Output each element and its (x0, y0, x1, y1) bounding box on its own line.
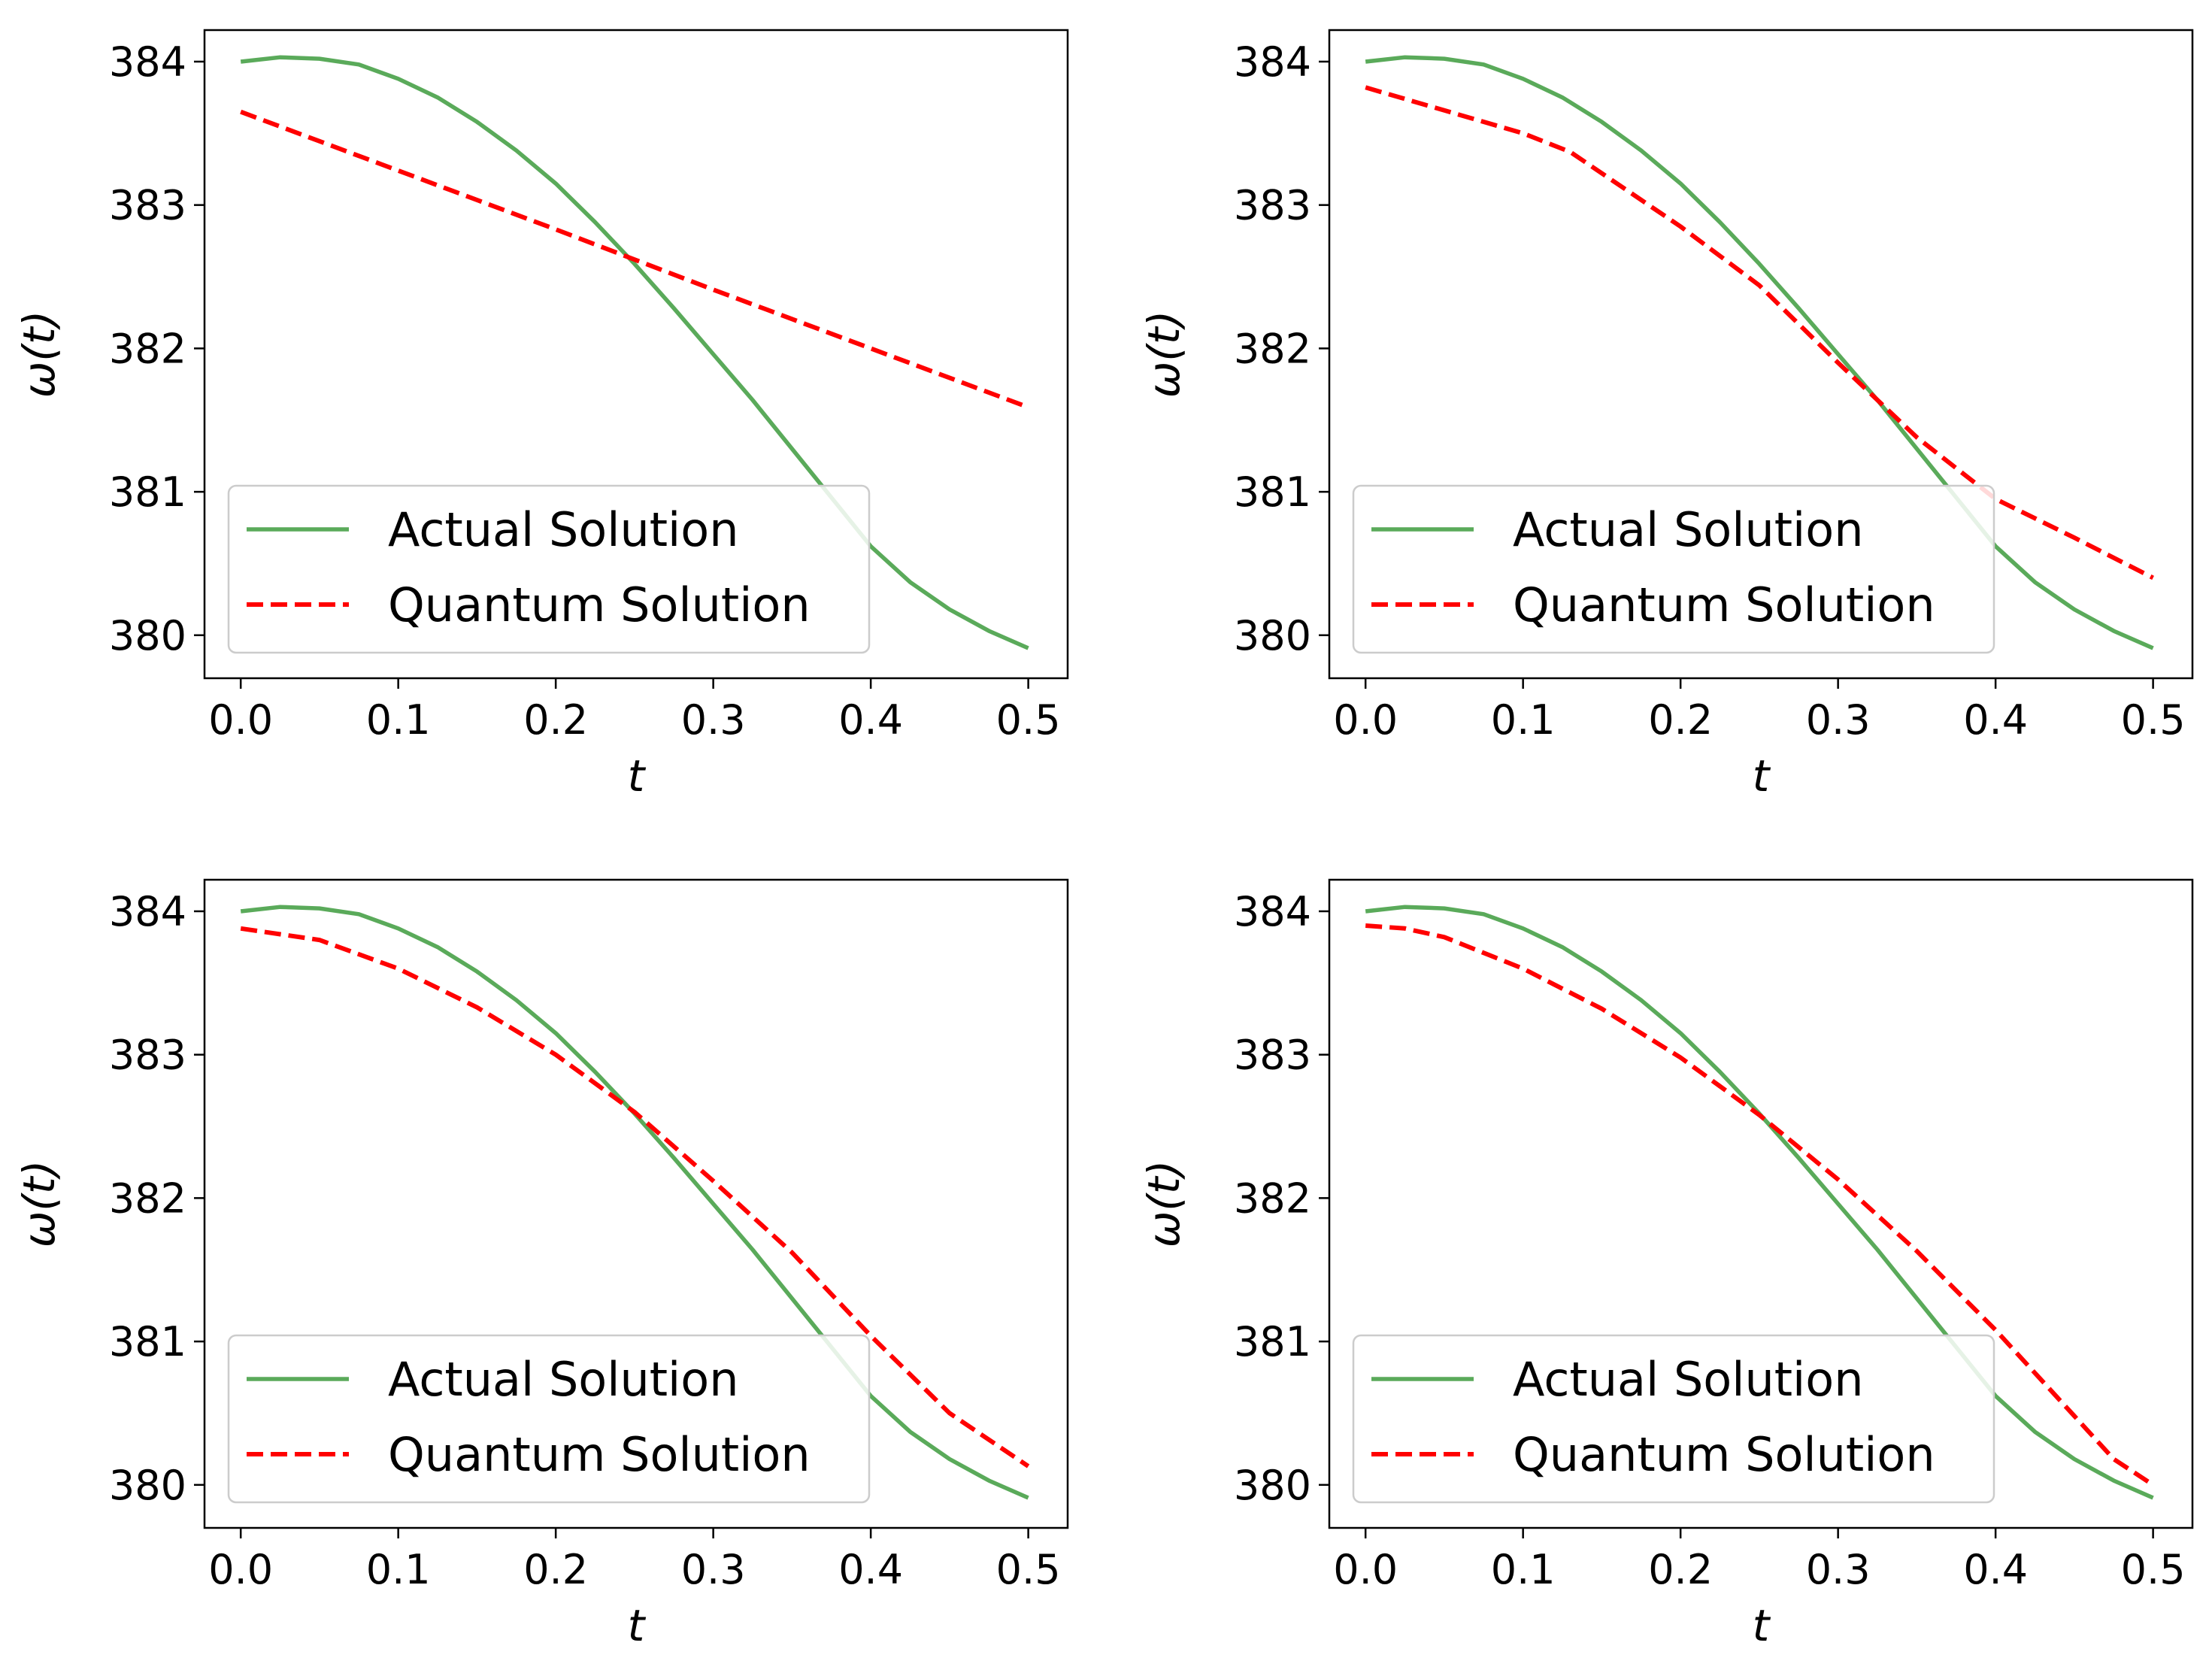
series-line-quantum (240, 109, 1029, 410)
y-tick-label: 384 (1234, 888, 1311, 935)
plot-area-frame (1328, 29, 2194, 680)
x-tick-label: 0.3 (681, 1546, 746, 1593)
series-line-quantum (240, 926, 1030, 1468)
y-tick-label: 380 (109, 612, 186, 659)
y-tick-label: 382 (1234, 1174, 1311, 1222)
x-tick-label: 0.3 (1806, 1546, 1871, 1593)
y-tick-label: 380 (109, 1462, 186, 1509)
x-tick-label: 0.1 (1491, 1546, 1556, 1593)
y-axis-label: ω(t) (1138, 1160, 1189, 1248)
series-line-actual (240, 55, 1029, 650)
legend-label-actual: Actual Solution (388, 502, 739, 557)
y-axis-label: ω(t) (14, 1160, 65, 1248)
y-axis-label: ω(t) (1138, 311, 1189, 399)
legend: Actual Solution Quantum Solution (1352, 1334, 1995, 1504)
x-tick-label: 0.1 (366, 696, 431, 744)
x-tick-label: 0.2 (1648, 696, 1713, 744)
series-line-quantum (1365, 923, 2155, 1487)
y-tick-label: 384 (109, 888, 186, 935)
x-tick-label: 0.2 (1648, 1546, 1713, 1593)
x-tick-label: 0.4 (838, 1546, 903, 1593)
legend-label-actual: Actual Solution (1513, 1352, 1864, 1407)
y-axis-label: ω(t) (14, 311, 65, 399)
x-tick-label: 0.4 (1963, 696, 2028, 744)
legend-box (227, 484, 871, 654)
legend-label-actual: Actual Solution (1513, 502, 1864, 557)
plot-area-frame (203, 878, 1069, 1529)
x-tick-label: 0.5 (2121, 696, 2186, 744)
plot-area-frame (203, 29, 1069, 680)
y-tick-label: 380 (1234, 612, 1311, 659)
x-axis-label: t (1753, 1600, 1771, 1651)
chart-panel-2: 0.0 0.1 0.2 0.3 0.4 0.5 380 381 382 383 384 t ω(t) Ac… (1138, 29, 2194, 802)
legend-box (1352, 1334, 1995, 1504)
x-tick-label: 0.5 (996, 696, 1061, 744)
y-tick-label: 384 (1234, 38, 1311, 86)
legend-box (1352, 484, 1995, 654)
legend-label-quantum: Quantum Solution (1513, 577, 1935, 632)
y-tick-label: 380 (1234, 1462, 1311, 1509)
legend-label-quantum: Quantum Solution (1513, 1427, 1935, 1482)
x-tick-label: 0.5 (2121, 1546, 2186, 1593)
x-tick-label: 0.5 (996, 1546, 1061, 1593)
x-axis-label: t (628, 750, 647, 802)
plot-area-frame (1328, 878, 2194, 1529)
y-tick-label: 382 (109, 1174, 186, 1222)
x-tick-label: 0.2 (523, 696, 588, 744)
legend: Actual Solution Quantum Solution (227, 1334, 871, 1504)
series-line-quantum (1365, 85, 2154, 580)
y-tick-label: 383 (1234, 1032, 1311, 1079)
x-tick-label: 0.1 (1491, 696, 1556, 744)
x-tick-label: 0.4 (1963, 1546, 2028, 1593)
y-tick-label: 381 (109, 1318, 186, 1365)
legend: Actual Solution Quantum Solution (227, 484, 871, 654)
y-tick-label: 381 (1234, 468, 1311, 516)
x-axis-label: t (628, 1600, 647, 1651)
x-tick-label: 0.3 (1806, 696, 1871, 744)
chart-panel-1: 0.0 0.1 0.2 0.3 0.4 0.5 380 381 382 383 384 t ω(t) Ac… (14, 29, 1069, 802)
y-tick-label: 384 (109, 38, 186, 86)
x-tick-label: 0.1 (366, 1546, 431, 1593)
y-tick-label: 382 (109, 325, 186, 372)
series-line-actual (1365, 55, 2154, 650)
x-axis-label: t (1753, 750, 1771, 802)
legend-label-quantum: Quantum Solution (388, 577, 811, 632)
y-tick-label: 383 (109, 1032, 186, 1079)
x-tick-label: 0.0 (1333, 696, 1398, 744)
y-tick-label: 381 (1234, 1318, 1311, 1365)
x-tick-label: 0.0 (1333, 1546, 1398, 1593)
x-tick-label: 0.0 (208, 1546, 273, 1593)
y-tick-label: 383 (109, 182, 186, 229)
x-tick-label: 0.3 (681, 696, 746, 744)
legend-label-quantum: Quantum Solution (388, 1427, 811, 1482)
x-tick-label: 0.2 (523, 1546, 588, 1593)
chart-panel-3: 0.0 0.1 0.2 0.3 0.4 0.5 380 381 382 383 384 t ω(t) Ac… (14, 878, 1069, 1651)
y-tick-label: 381 (109, 468, 186, 516)
legend-box (227, 1334, 871, 1504)
y-tick-label: 382 (1234, 325, 1311, 372)
chart-panel-4: 0.0 0.1 0.2 0.3 0.4 0.5 380 381 382 383 384 t ω(t) Ac… (1138, 878, 2194, 1651)
legend: Actual Solution Quantum Solution (1352, 484, 1995, 654)
x-tick-label: 0.4 (838, 696, 903, 744)
x-tick-label: 0.0 (208, 696, 273, 744)
legend-label-actual: Actual Solution (388, 1352, 739, 1407)
y-tick-label: 383 (1234, 182, 1311, 229)
